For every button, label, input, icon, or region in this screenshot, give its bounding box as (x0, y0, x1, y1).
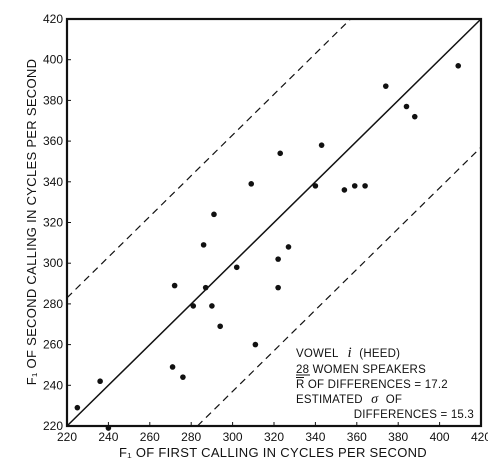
x-tick-label-360: 360 (347, 430, 367, 444)
data-point-26 (411, 113, 418, 120)
data-point-12 (233, 264, 240, 271)
x-tick-label-380: 380 (388, 430, 408, 444)
y-tick-label-380: 380 (43, 93, 63, 107)
annotation-of: OF (386, 394, 402, 406)
data-point-1 (97, 378, 103, 385)
data-point-2 (105, 425, 112, 431)
data-point-20 (318, 142, 325, 148)
data-point-27 (455, 63, 462, 69)
data-point-10 (211, 211, 217, 218)
data-point-19 (312, 183, 319, 189)
y-tick-label-320: 320 (43, 216, 63, 230)
reference-lines (66, 18, 482, 427)
y-tick-label-420: 420 (43, 12, 63, 26)
reference-line-lower-bound (196, 146, 482, 427)
annotation-sd-difference: DIFFERENCES = 15.3 (354, 409, 474, 421)
annotation-vowel: VOWEL (296, 348, 339, 360)
data-point-13 (248, 181, 255, 187)
data-point-23 (362, 183, 368, 189)
reference-line-equality (66, 18, 482, 427)
y-tick-label-260: 260 (43, 338, 63, 352)
x-axis-title: F₁ OF FIRST CALLING IN CYCLES PER SECOND (119, 445, 427, 460)
annotation-mean-difference: R OF DIFFERENCES = 17.2 (296, 379, 448, 391)
annotation-vowel-word: (HEED) (359, 348, 400, 360)
annotation-sigma: σ (371, 392, 379, 407)
data-point-25 (403, 103, 410, 110)
x-tick-label-300: 300 (223, 430, 243, 444)
data-point-18 (285, 244, 292, 250)
data-point-17 (277, 150, 284, 157)
data-point-5 (180, 374, 186, 380)
svg-text:ESTIMATED σ OF: ESTIMATED σ OF (296, 392, 402, 407)
data-point-15 (275, 256, 281, 262)
y-tick-label-340: 340 (43, 175, 63, 189)
data-point-24 (382, 83, 389, 89)
data-point-14 (252, 341, 259, 348)
data-point-9 (209, 303, 215, 309)
x-tick-label-280: 280 (181, 430, 201, 444)
data-point-3 (169, 364, 176, 370)
data-point-0 (74, 404, 81, 411)
y-tick-label-300: 300 (43, 256, 63, 270)
y-tick-labels: 220 240 260 280 300 320 340 360 380 400 420 (43, 12, 71, 433)
data-point-7 (200, 242, 207, 248)
annotation-vowel-symbol: i (348, 345, 352, 361)
x-tick-label-240: 240 (98, 430, 118, 444)
x-tick-label-420: 420 (471, 430, 488, 444)
y-tick-label-280: 280 (43, 297, 63, 311)
data-point-6 (190, 303, 197, 309)
y-tick-label-360: 360 (43, 134, 63, 148)
data-point-4 (171, 282, 178, 289)
data-point-21 (341, 187, 348, 193)
annotation-box: VOWEL i (HEED) 28 WOMEN SPEAKERS R OF DI… (296, 345, 474, 421)
annotation-speakers: 28 WOMEN SPEAKERS (296, 364, 426, 376)
data-point-22 (351, 183, 358, 189)
y-tick-label-400: 400 (43, 53, 63, 67)
data-points (74, 63, 462, 431)
reference-line-upper-bound (66, 18, 352, 299)
svg-text:VOWEL i (HEED): VOWEL i (HEED) (296, 345, 400, 361)
x-tick-label-320: 320 (264, 430, 284, 444)
x-tick-label-400: 400 (430, 430, 450, 444)
x-tick-label-260: 260 (140, 430, 160, 444)
data-point-8 (202, 284, 209, 291)
data-point-11 (217, 323, 223, 330)
annotation-estimated: ESTIMATED (296, 394, 363, 406)
y-axis-title: F₁ OF SECOND CALLING IN CYCLES PER SECON… (24, 59, 39, 386)
y-tick-label-240: 240 (43, 378, 63, 392)
x-tick-label-220: 220 (57, 430, 77, 444)
data-point-16 (275, 284, 281, 291)
y-tick-label-220: 220 (43, 419, 63, 433)
x-tick-labels: 220 240 260 280 300 320 340 360 380 400 420 (57, 422, 488, 444)
x-tick-label-340: 340 (305, 430, 325, 444)
